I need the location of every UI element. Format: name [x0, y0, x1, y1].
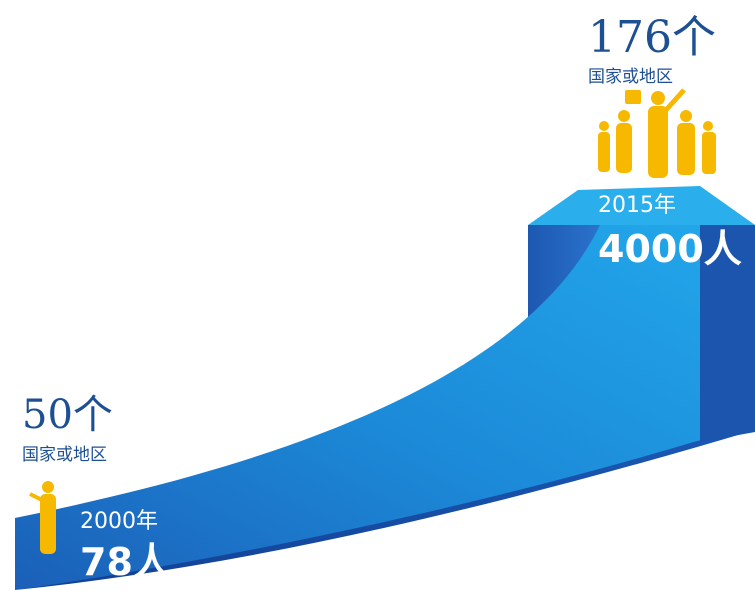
start-people: 78人: [80, 540, 171, 584]
end-people: 4000人: [598, 227, 742, 271]
arrow-right-side: [700, 225, 755, 442]
end-region: 国家或地区: [588, 67, 673, 87]
person: [29, 481, 56, 554]
start-count: 50个: [22, 392, 113, 438]
arrow-front: [15, 225, 700, 590]
start-region: 国家或地区: [22, 445, 107, 465]
end-year: 2015年: [598, 193, 676, 218]
end-count: 176个: [588, 12, 716, 63]
people-group: [598, 88, 716, 178]
arrow-head: [528, 186, 755, 225]
start-year: 2000年: [80, 509, 158, 534]
arrow: [15, 186, 755, 590]
